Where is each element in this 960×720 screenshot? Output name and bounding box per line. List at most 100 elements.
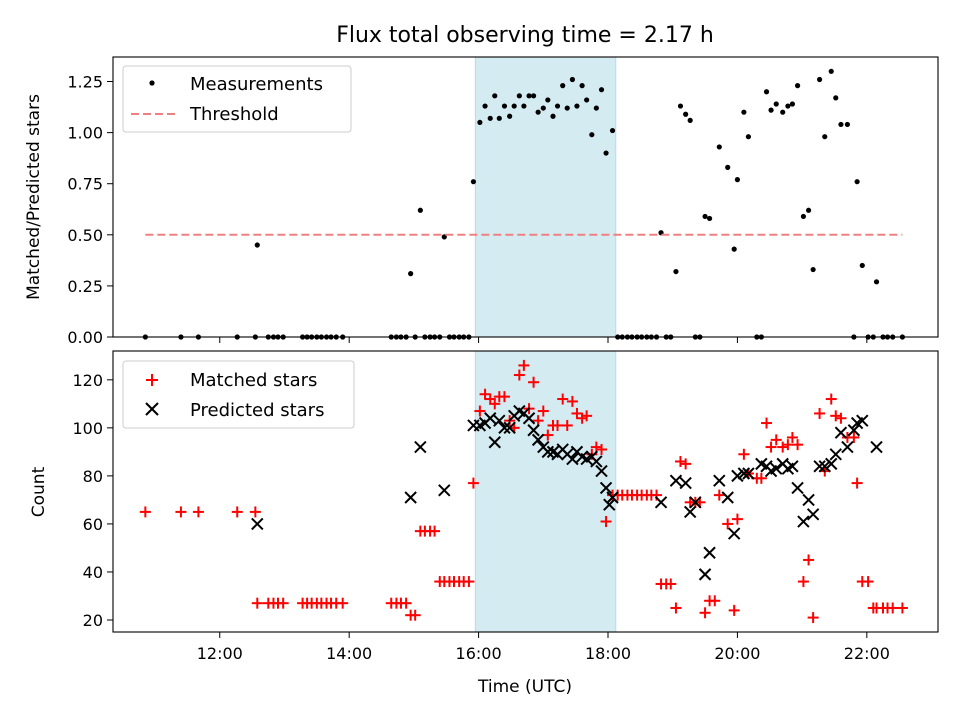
matched-point bbox=[797, 576, 809, 588]
measurement-point bbox=[838, 121, 844, 128]
predicted-point bbox=[566, 452, 579, 466]
predicted-point bbox=[606, 491, 619, 504]
predicted-point bbox=[791, 481, 804, 495]
xtick-label: 22:00 bbox=[844, 644, 890, 663]
matched-point bbox=[803, 554, 815, 566]
predicted-point bbox=[527, 424, 540, 437]
chart-title: Flux total observing time = 2.17 h bbox=[336, 23, 714, 48]
predicted-point bbox=[737, 467, 751, 480]
predicted-point bbox=[731, 469, 744, 483]
measurement-point bbox=[854, 179, 860, 185]
matched-point bbox=[474, 405, 486, 417]
top-ticks: 0.00 0.25 0.50 0.75 1.00 1.25 bbox=[67, 73, 868, 347]
matched-point bbox=[277, 597, 289, 609]
predicted-point bbox=[856, 414, 869, 427]
measurement-point bbox=[716, 144, 722, 150]
matched-point bbox=[409, 609, 421, 621]
matched-point bbox=[722, 518, 734, 530]
predicted-point bbox=[698, 568, 712, 581]
predicted-point bbox=[522, 412, 536, 425]
predicted-point bbox=[503, 421, 516, 435]
legend-measurements-label: Measurements bbox=[190, 74, 323, 95]
bottom-panel: 20 40 60 80 100 120 12:00 14:00 16:00 18:00 20:00 2… bbox=[29, 350, 939, 697]
measurement-point bbox=[683, 111, 689, 117]
measurement-point bbox=[789, 101, 796, 107]
legend-matched-marker bbox=[146, 374, 158, 386]
predicted-point bbox=[713, 474, 726, 487]
matched-point bbox=[489, 398, 501, 410]
bottom-marks bbox=[139, 359, 908, 624]
matched-point bbox=[400, 597, 412, 609]
predicted-point bbox=[438, 484, 451, 497]
predicted-point bbox=[829, 448, 842, 461]
top-axes-frame bbox=[112, 56, 939, 338]
predicted-point bbox=[541, 445, 555, 459]
matched-point bbox=[231, 506, 243, 518]
xtick-label: 16:00 bbox=[456, 644, 502, 663]
measurement-point bbox=[800, 213, 807, 220]
measurement-point bbox=[816, 76, 823, 83]
measurement-point bbox=[521, 103, 527, 109]
predicted-point bbox=[493, 414, 506, 427]
matched-point bbox=[251, 597, 263, 609]
predicted-point bbox=[721, 491, 734, 504]
legend-predicted-label: Predicted stars bbox=[190, 400, 324, 421]
measurement-point bbox=[844, 121, 851, 128]
measurement-point bbox=[554, 103, 561, 109]
measurement-point bbox=[873, 279, 880, 285]
measurement-point bbox=[725, 164, 731, 170]
matched-point bbox=[713, 489, 725, 501]
measurement-point bbox=[569, 76, 576, 83]
ytick-label: 100 bbox=[72, 419, 103, 438]
matched-point bbox=[761, 417, 773, 429]
predicted-point bbox=[825, 457, 838, 471]
matched-point bbox=[738, 448, 750, 460]
matched-point bbox=[429, 525, 441, 537]
measurement-point bbox=[417, 207, 423, 213]
predicted-point bbox=[727, 527, 741, 540]
measurement-point bbox=[550, 113, 556, 119]
measurement-point bbox=[609, 127, 616, 134]
ytick-label: 80 bbox=[83, 467, 103, 486]
matched-point bbox=[479, 388, 491, 400]
matched-point bbox=[513, 369, 525, 381]
matched-point bbox=[709, 595, 721, 607]
matched-point bbox=[777, 441, 789, 453]
matched-point bbox=[175, 506, 187, 518]
measurement-point bbox=[822, 134, 828, 140]
measurement-point bbox=[545, 97, 551, 103]
predicted-point bbox=[590, 455, 603, 468]
measurement-point bbox=[763, 89, 770, 95]
xtick-label: 18:00 bbox=[585, 644, 631, 663]
measurement-point bbox=[731, 246, 737, 252]
ytick-label: 1.00 bbox=[67, 124, 103, 143]
matched-point bbox=[814, 407, 826, 419]
ytick-label: 0.75 bbox=[67, 175, 103, 194]
matched-point bbox=[528, 376, 540, 388]
matched-point bbox=[807, 612, 819, 624]
legend-threshold-label: Threshold bbox=[189, 104, 279, 125]
measurement-point bbox=[702, 213, 708, 220]
matched-point bbox=[835, 412, 847, 424]
matched-point bbox=[337, 597, 349, 609]
ytick-label: 40 bbox=[83, 563, 103, 582]
predicted-point bbox=[595, 464, 608, 478]
predicted-point bbox=[404, 491, 417, 504]
legend-matched-label: Matched stars bbox=[190, 370, 317, 391]
measurement-point bbox=[785, 103, 791, 109]
measurement-point bbox=[745, 134, 752, 140]
matched-point bbox=[674, 455, 686, 467]
bottom-ticks: 20 40 60 80 100 120 12:00 14:00 16:00 18:00 20:00 2… bbox=[72, 371, 889, 663]
measurement-point bbox=[516, 93, 522, 99]
matched-point bbox=[467, 477, 479, 489]
predicted-point bbox=[689, 496, 702, 509]
predicted-point bbox=[679, 476, 692, 490]
bottom-axes-frame bbox=[112, 350, 939, 633]
measurement-point bbox=[687, 117, 693, 123]
measurement-point bbox=[768, 107, 774, 113]
matched-point bbox=[887, 602, 899, 614]
matched-point bbox=[765, 441, 777, 453]
measurement-point bbox=[805, 207, 812, 213]
measurement-point bbox=[598, 87, 605, 93]
matched-point bbox=[851, 477, 863, 489]
